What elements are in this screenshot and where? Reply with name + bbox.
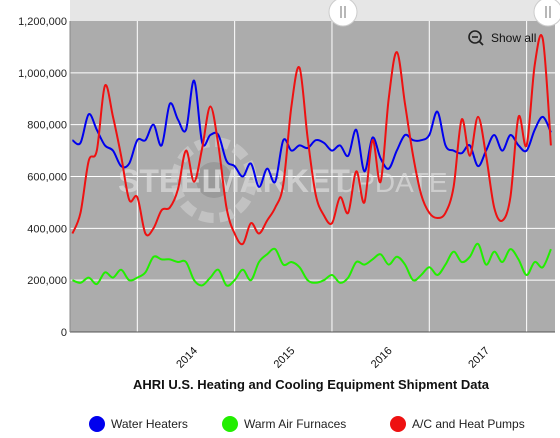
navigator-left-handle[interactable] [328,0,358,27]
legend-item-water-heaters[interactable]: Water Heaters [89,416,188,432]
y-tick-label: 600,000 [27,172,67,184]
watermark-gear-icon [171,137,257,223]
show-all-label: Show all [491,31,536,45]
show-all-button[interactable]: Show all [468,30,536,46]
series-layer [71,34,552,287]
legend-label: Water Heaters [111,417,188,431]
legend-item-a-c-and-heat-pumps[interactable]: A/C and Heat Pumps [390,416,525,432]
legend-marker-icon [89,416,105,432]
series-line-warm-air-furnaces[interactable] [72,242,552,287]
x-tick-label: 2017 [466,345,492,371]
legend-label: A/C and Heat Pumps [412,417,525,431]
y-tick-label: 1,000,000 [18,68,67,80]
y-tick-label: 1,200,000 [18,16,67,28]
series-line-water-heaters[interactable] [71,79,552,188]
legend-marker-icon [222,416,238,432]
legend-item-warm-air-furnaces[interactable]: Warm Air Furnaces [222,416,346,432]
legend-label: Warm Air Furnaces [244,417,346,431]
navigator-bar[interactable] [70,0,555,21]
chart-title: AHRI U.S. Heating and Cooling Equipment … [133,377,490,392]
y-tick-label: 800,000 [27,120,67,132]
navigator-right-handle[interactable] [533,0,560,27]
grid-layer: 0 200,000 400,000 600,000 800,000 1,000,000 1,… [18,16,555,371]
y-tick-label: 400,000 [27,223,67,235]
watermark-text-right: UPDATE [336,167,448,198]
steel-market-update-watermark: STEEL MARKET UPDATE [118,137,448,223]
zoom-out-magnifier-icon [468,30,482,44]
x-tick-label: 2016 [369,345,395,371]
x-tick-label: 2015 [272,345,298,371]
legend-marker-icon [390,416,406,432]
watermark-text-left: STEEL [118,163,221,199]
y-tick-label: 0 [61,327,67,339]
x-tick-label: 2014 [174,345,200,371]
legend: Water Heaters Warm Air Furnaces A/C and He… [89,416,525,432]
series-line-a-c-and-heat-pumps[interactable] [71,34,552,246]
y-tick-label: 200,000 [27,275,67,287]
